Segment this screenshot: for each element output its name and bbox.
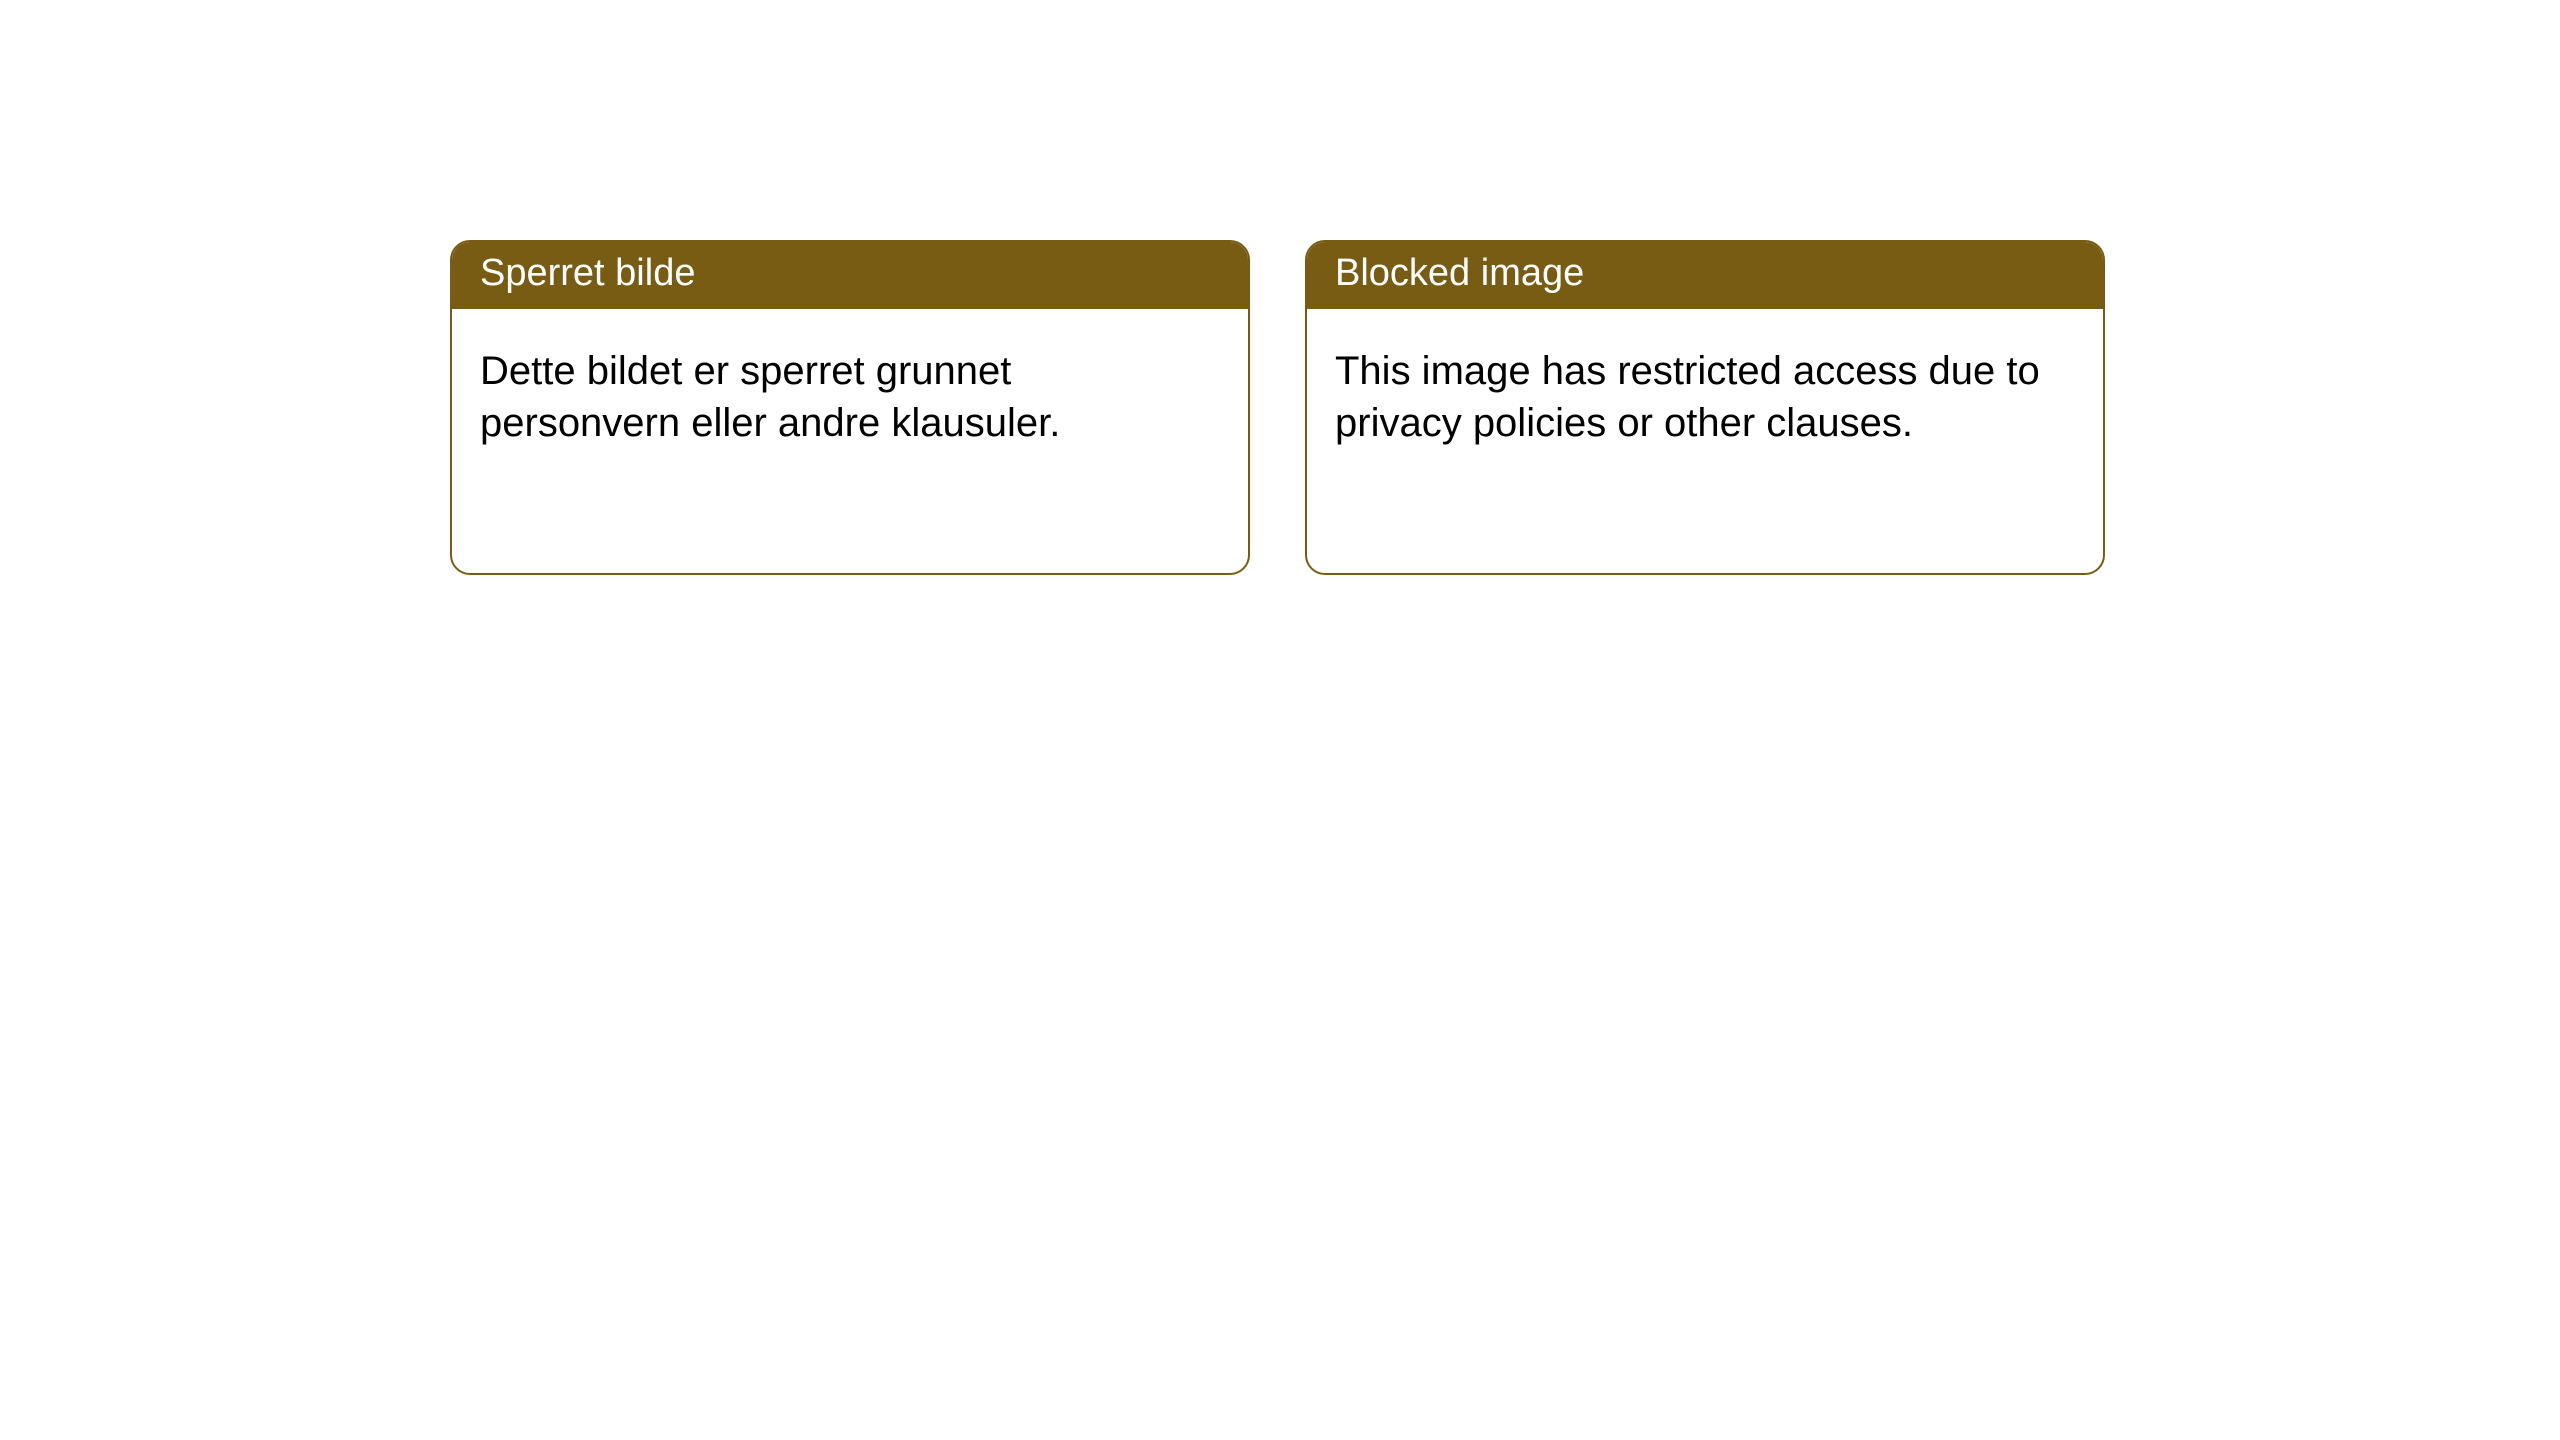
card-body-text: Dette bildet er sperret grunnet personve… xyxy=(480,349,1060,445)
card-body: Dette bildet er sperret grunnet personve… xyxy=(452,309,1248,485)
card-title: Blocked image xyxy=(1335,252,1584,294)
blocked-image-card-en: Blocked image This image has restricted … xyxy=(1305,240,2105,575)
blocked-image-card-no: Sperret bilde Dette bildet er sperret gr… xyxy=(450,240,1250,575)
card-body: This image has restricted access due to … xyxy=(1307,309,2103,485)
card-header: Blocked image xyxy=(1307,242,2103,309)
card-header: Sperret bilde xyxy=(452,242,1248,309)
card-body-text: This image has restricted access due to … xyxy=(1335,349,2040,445)
cards-container: Sperret bilde Dette bildet er sperret gr… xyxy=(450,240,2105,575)
card-title: Sperret bilde xyxy=(480,252,695,294)
